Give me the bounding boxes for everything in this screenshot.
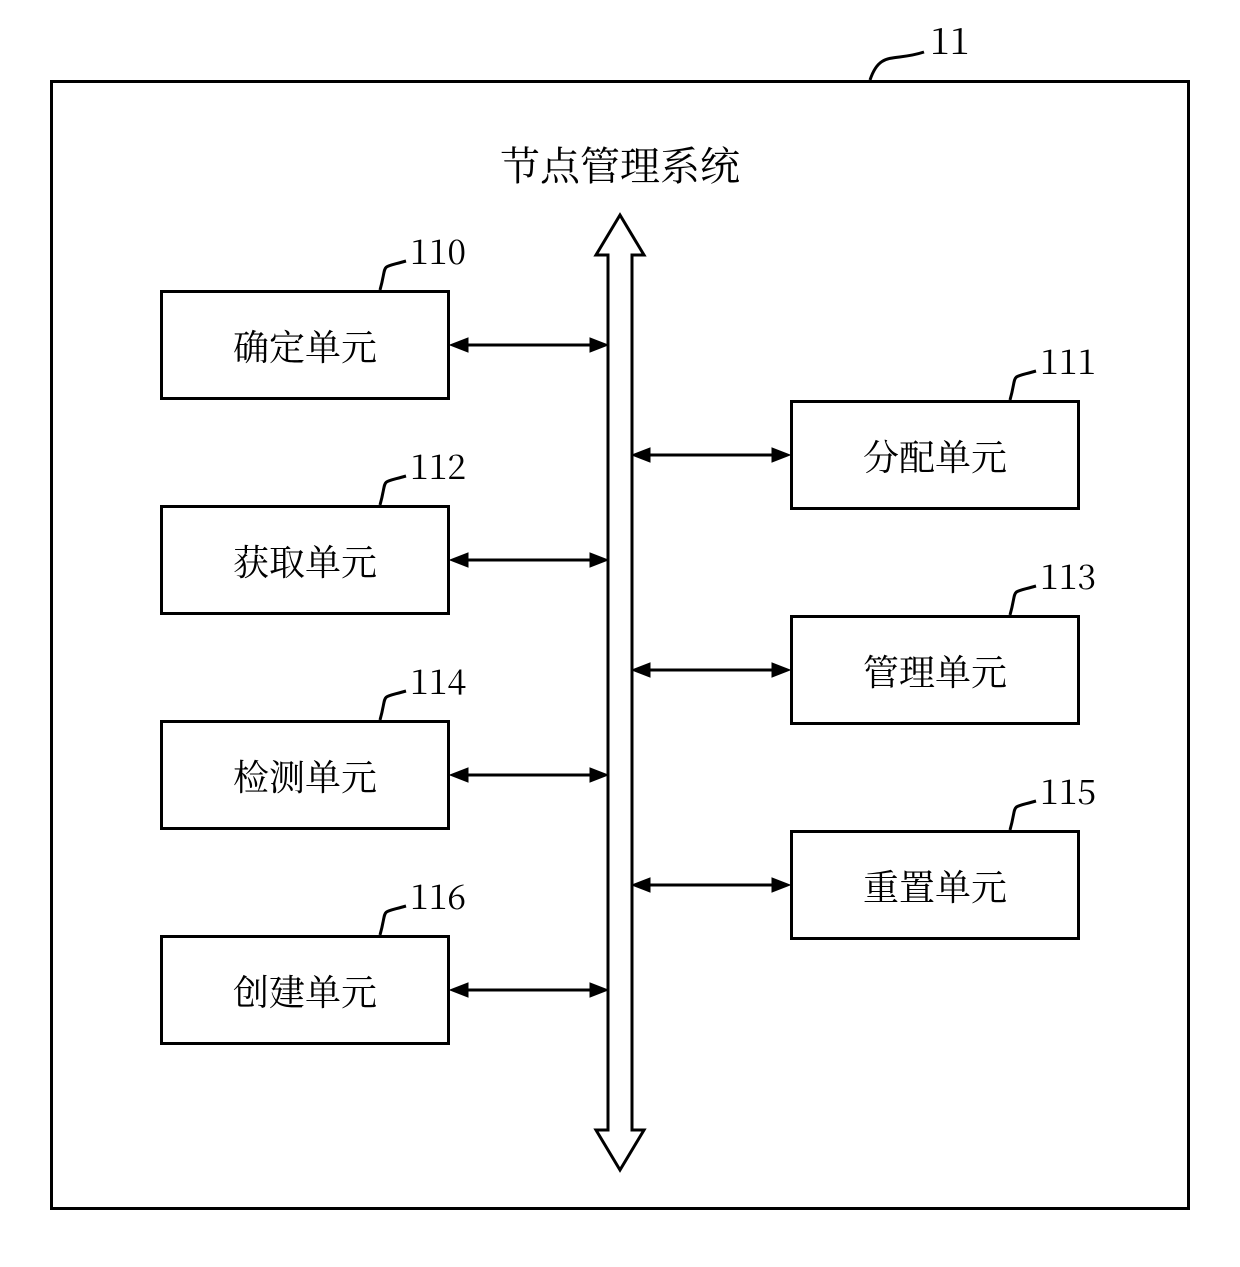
- unit-label: 分配单元: [863, 430, 1007, 481]
- unit-ref-label: 111: [1040, 335, 1096, 384]
- unit-ref-label: 110: [410, 225, 466, 274]
- unit-ref-label: 114: [410, 655, 466, 704]
- unit-label: 获取单元: [233, 535, 377, 586]
- unit-label: 管理单元: [863, 645, 1007, 696]
- unit-box: 获取单元: [160, 505, 450, 615]
- system-title: 节点管理系统: [0, 135, 1240, 192]
- unit-ref-label: 116: [410, 870, 466, 919]
- unit-label: 确定单元: [233, 320, 377, 371]
- unit-box: 确定单元: [160, 290, 450, 400]
- unit-label: 创建单元: [233, 965, 377, 1016]
- unit-box: 管理单元: [790, 615, 1080, 725]
- system-ref-label: 11: [930, 14, 970, 65]
- unit-box: 重置单元: [790, 830, 1080, 940]
- unit-label: 检测单元: [233, 750, 377, 801]
- unit-label: 重置单元: [863, 860, 1007, 911]
- unit-box: 创建单元: [160, 935, 450, 1045]
- diagram-stage: 节点管理系统 11 确定单元 110 获取单元 112 检测单元 114 创建单元 116 分配…: [0, 0, 1240, 1267]
- unit-box: 分配单元: [790, 400, 1080, 510]
- unit-ref-label: 112: [410, 440, 466, 489]
- unit-ref-label: 115: [1040, 765, 1096, 814]
- unit-ref-label: 113: [1040, 550, 1096, 599]
- unit-box: 检测单元: [160, 720, 450, 830]
